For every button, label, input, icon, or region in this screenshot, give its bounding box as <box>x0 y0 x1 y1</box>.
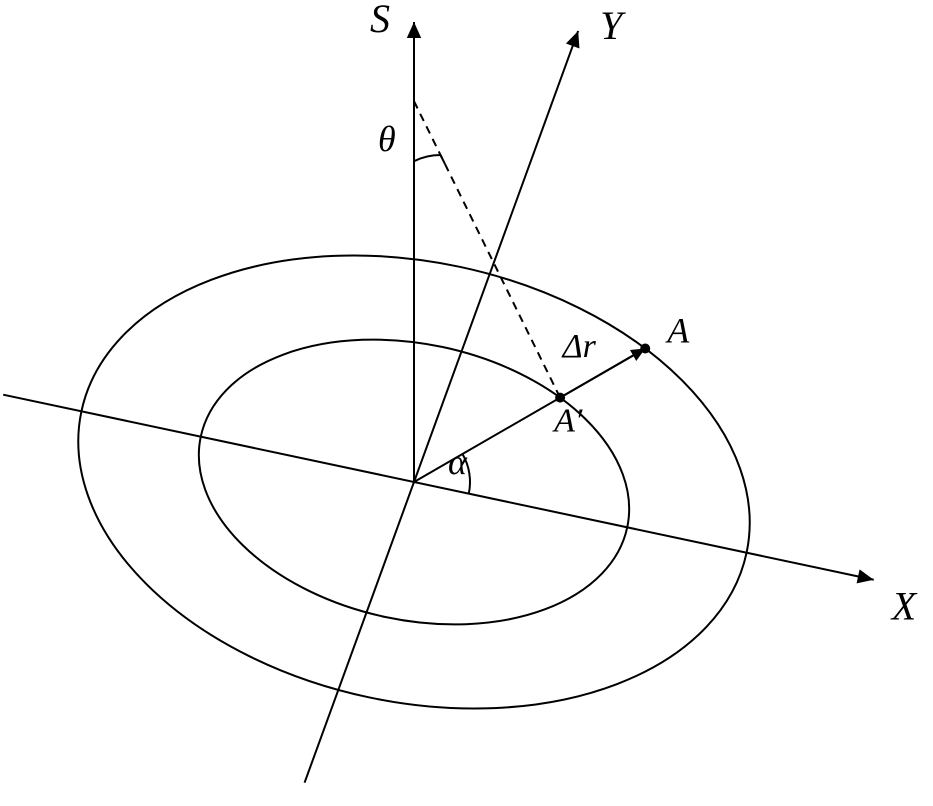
alpha-label: α <box>448 442 468 482</box>
x-axis <box>3 395 874 580</box>
theta-arc <box>414 155 441 161</box>
x-axis-label: X <box>890 584 918 629</box>
point-a-label: A <box>665 311 690 351</box>
y-axis-label: Y <box>600 3 626 48</box>
theta-label: θ <box>378 119 396 159</box>
theta-tick <box>441 155 445 164</box>
point-aprime-label: A′ <box>552 403 583 440</box>
s-axis-label: S <box>370 0 390 41</box>
s-to-aprime-dashed <box>414 101 560 397</box>
y-axis <box>305 31 579 783</box>
delta-r-label: Δr <box>561 328 597 365</box>
